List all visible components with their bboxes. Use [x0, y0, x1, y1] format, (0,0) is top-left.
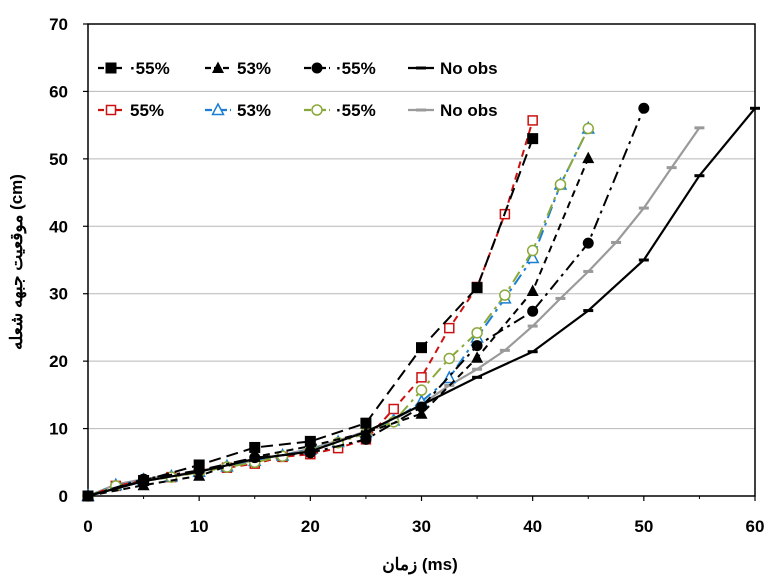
y-tick-label: 40: [49, 217, 68, 236]
x-tick-label: 0: [83, 517, 92, 536]
legend-label: No obs: [440, 101, 498, 120]
data-point-triangle: [525, 250, 540, 264]
x-tick-label: 60: [746, 517, 765, 536]
x-tick-label: 10: [190, 517, 209, 536]
data-point-circle: [416, 401, 427, 413]
data-point-square: [527, 133, 539, 145]
data-point-square: [105, 62, 117, 74]
data-point-circle: [582, 122, 594, 135]
legend-label: 53%: [237, 59, 271, 78]
legend-entry: 53%: [205, 101, 271, 120]
x-axis-title: زمان (ms): [382, 555, 458, 575]
legend-entry: 55%: [98, 101, 164, 120]
data-point-square: [82, 490, 94, 502]
y-tick-label: 30: [49, 285, 68, 304]
x-axis-ticks: 0 10 20 30 40 50 60: [83, 496, 764, 536]
data-point-triangle: [211, 102, 225, 116]
data-point-triangle: [526, 284, 539, 297]
series-0: [82, 133, 539, 502]
legend-entry: 53%: [205, 59, 271, 78]
y-tick-label: 10: [49, 420, 68, 439]
legend-entry: ·55%: [304, 101, 376, 120]
series-layer: [81, 102, 760, 502]
legend-label: ·55%: [130, 59, 170, 78]
legend-entry: ·55%: [98, 59, 170, 78]
x-tick-label: 50: [634, 517, 653, 536]
data-point-square: [388, 403, 399, 415]
y-tick-label: 60: [49, 82, 68, 101]
x-tick-label: 20: [301, 517, 320, 536]
data-point-triangle: [415, 407, 428, 419]
data-point-square: [249, 441, 261, 453]
data-point-square: [444, 322, 455, 334]
data-point-circle: [526, 244, 539, 257]
data-point-square: [360, 417, 372, 429]
x-tick-label: 40: [523, 517, 542, 536]
series-line: [87, 157, 590, 497]
data-point-circle: [582, 237, 594, 249]
y-axis-ticks: 0 10 20 30 40 50 60 70: [49, 15, 88, 506]
legend-label: 55%: [130, 101, 164, 120]
data-point-circle: [360, 433, 372, 445]
y-tick-label: 70: [49, 15, 68, 34]
legend-label: ·55%: [336, 59, 376, 78]
data-point-square: [138, 474, 150, 486]
series-line: [87, 138, 534, 497]
data-point-square: [416, 372, 427, 383]
legend-entry: No obs: [408, 101, 498, 120]
data-point-circle: [304, 447, 316, 459]
data-point-circle: [415, 384, 428, 396]
data-point-triangle: [359, 426, 372, 438]
data-point-circle: [499, 289, 511, 301]
data-point-square: [416, 342, 427, 354]
data-point-circle: [471, 340, 483, 352]
data-point-triangle: [582, 151, 595, 164]
data-point-triangle: [212, 61, 224, 73]
data-point-circle: [311, 62, 323, 74]
horizontal-gridlines: [88, 23, 755, 497]
data-point-circle: [527, 305, 539, 317]
data-point-square: [527, 115, 538, 126]
legend-label: 53%: [237, 101, 271, 120]
data-point-circle: [471, 327, 483, 339]
legend-entry: ·55%: [304, 59, 376, 78]
y-tick-label: 0: [59, 487, 68, 506]
x-tick-label: 30: [412, 517, 431, 536]
data-point-triangle: [471, 351, 484, 363]
data-point-square: [304, 435, 316, 447]
y-tick-label: 20: [49, 352, 68, 371]
data-point-circle: [311, 104, 323, 116]
y-tick-label: 50: [49, 150, 68, 169]
legend-label: ·55%: [336, 101, 376, 120]
data-point-circle: [443, 352, 456, 365]
data-point-circle: [554, 178, 567, 191]
data-point-circle: [249, 452, 261, 464]
y-axis-title: موقعیت جبهه شعله (cm): [7, 174, 27, 350]
data-point-square: [193, 459, 205, 471]
legend-label: No obs: [440, 59, 498, 78]
legend: ·55% 53% ·55% No obs 55% 53% ·55% No obs: [98, 59, 498, 120]
data-point-square: [105, 104, 117, 116]
data-point-square: [471, 282, 483, 294]
data-point-circle: [638, 102, 650, 114]
legend-entry: No obs: [408, 59, 498, 78]
